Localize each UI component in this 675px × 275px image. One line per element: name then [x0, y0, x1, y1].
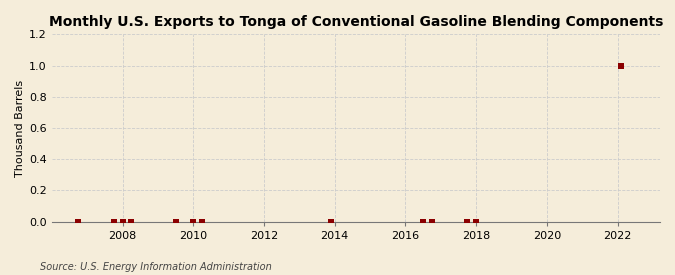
Y-axis label: Thousand Barrels: Thousand Barrels: [15, 79, 25, 177]
Point: [126, 219, 137, 224]
Point: [470, 219, 481, 224]
Point: [616, 63, 626, 68]
Text: Source: U.S. Energy Information Administration: Source: U.S. Energy Information Administ…: [40, 262, 272, 272]
Point: [418, 219, 429, 224]
Point: [117, 219, 128, 224]
Point: [170, 219, 181, 224]
Point: [73, 219, 84, 224]
Point: [326, 219, 337, 224]
Point: [196, 219, 207, 224]
Point: [188, 219, 198, 224]
Point: [462, 219, 472, 224]
Point: [108, 219, 119, 224]
Title: Monthly U.S. Exports to Tonga of Conventional Gasoline Blending Components: Monthly U.S. Exports to Tonga of Convent…: [49, 15, 663, 29]
Point: [427, 219, 437, 224]
